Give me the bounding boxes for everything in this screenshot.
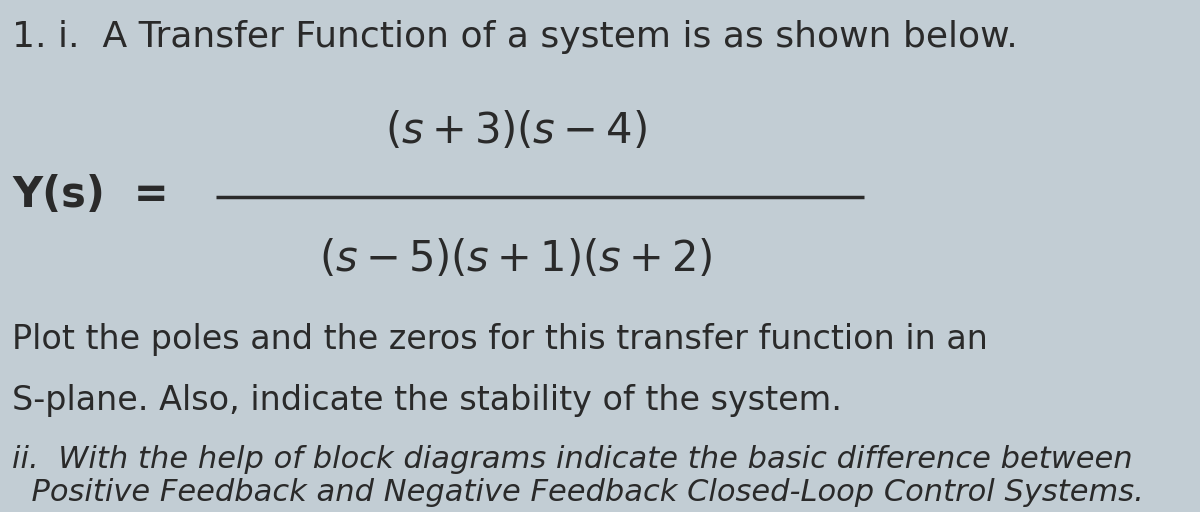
Text: Y(s)  =: Y(s) = — [12, 174, 169, 216]
Text: S-plane. Also, indicate the stability of the system.: S-plane. Also, indicate the stability of… — [12, 384, 842, 417]
Text: 1. i.  A Transfer Function of a system is as shown below.: 1. i. A Transfer Function of a system is… — [12, 20, 1018, 54]
Text: Plot the poles and the zeros for this transfer function in an: Plot the poles and the zeros for this tr… — [12, 323, 988, 355]
Text: Positive Feedback and Negative Feedback Closed-Loop Control Systems.: Positive Feedback and Negative Feedback … — [12, 478, 1144, 507]
Text: ii.  With the help of block diagrams indicate the basic difference between: ii. With the help of block diagrams indi… — [12, 445, 1133, 475]
Text: $(s+3)(s-4)$: $(s+3)(s-4)$ — [385, 110, 647, 152]
Text: $(s-5)(s+1)(s+2)$: $(s-5)(s+1)(s+2)$ — [319, 238, 713, 280]
